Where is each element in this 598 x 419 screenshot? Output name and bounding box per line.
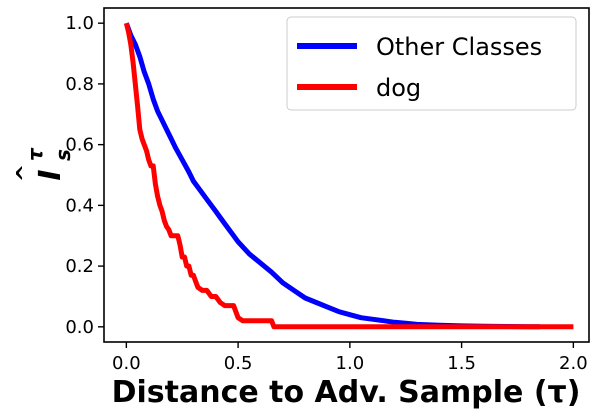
y-tick-label: 0.0 [65, 317, 94, 338]
x-tick-label: 0.5 [224, 353, 253, 374]
series-line-dog [123, 22, 574, 330]
plot-frame [103, 7, 590, 343]
y-axis-label-main: I [33, 169, 68, 180]
y-tick-label: 0.8 [65, 74, 94, 95]
y-tick-label: 0.2 [65, 256, 94, 277]
series-line-other-classes [124, 22, 540, 330]
x-tick-label: 2.0 [559, 353, 588, 374]
series-lines [123, 22, 574, 330]
y-axis-label: ^ I τ s [13, 147, 75, 182]
y-tick-label: 0.4 [65, 195, 94, 216]
y-tick-label: 0.6 [65, 135, 94, 156]
x-axis-label: Distance to Adv. Sample (τ) [112, 375, 581, 410]
y-axis-label-sup: τ [23, 147, 47, 161]
legend-box [286, 16, 577, 111]
y-tick-label: 1.0 [65, 13, 94, 34]
x-tick-label: 1.5 [447, 353, 476, 374]
axis-ticks: 0.0 0.5 1.0 1.5 2.0 0.0 0.2 0.4 0.6 0.8 1.0 [65, 13, 587, 374]
legend: Other Classes dog [286, 16, 577, 111]
y-axis-label-sub: s [51, 149, 75, 161]
x-tick-label: 0.0 [112, 353, 141, 374]
legend-label-dog: dog [376, 74, 421, 102]
x-tick-label: 1.0 [336, 353, 365, 374]
legend-label-other-classes: Other Classes [376, 33, 542, 61]
y-axis-label-hat: ^ [13, 164, 38, 182]
